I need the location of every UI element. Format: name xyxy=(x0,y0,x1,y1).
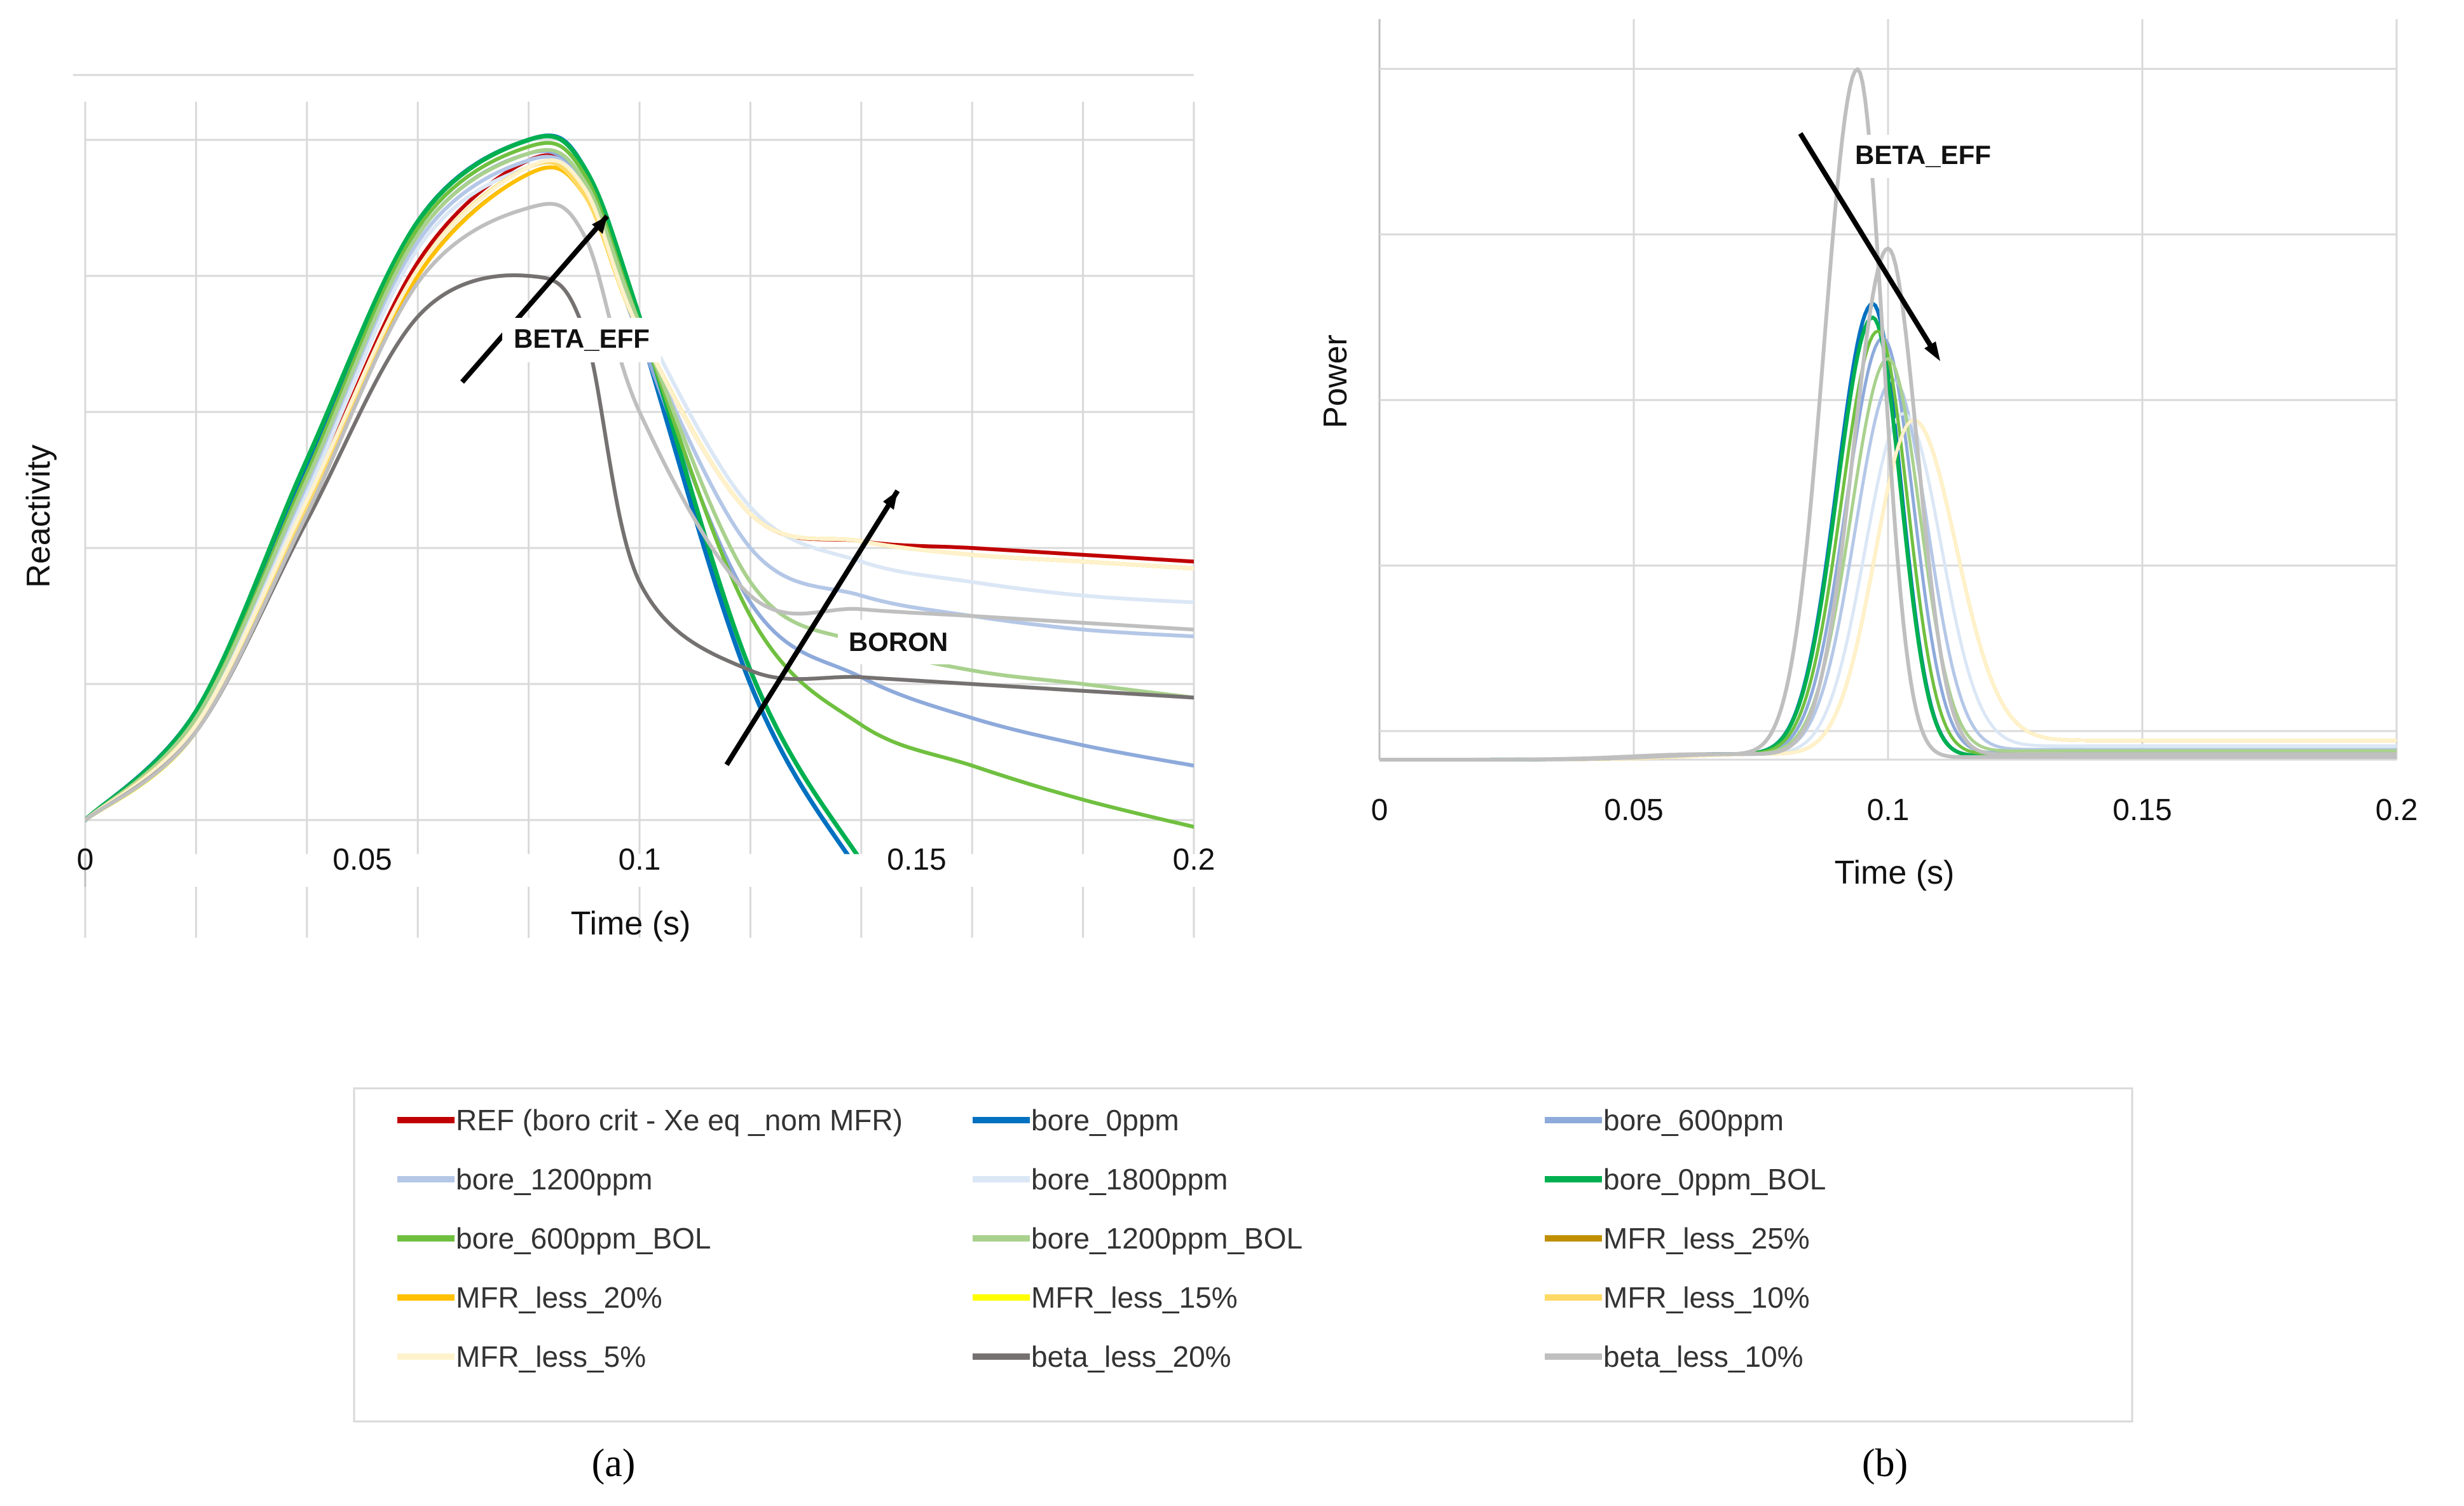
legend-entry-label: bore_600ppm_BOL xyxy=(456,1222,711,1255)
legend-entry-label: bore_0ppm_BOL xyxy=(1603,1163,1826,1196)
chart-b-x-ticks: 0 0.05 0.1 0.15 0.2 xyxy=(1371,793,2418,827)
chart-a-beta-annotation: BETA_EFF xyxy=(514,324,650,353)
chart-b-series xyxy=(1379,67,2397,762)
chart-b-beta-label-bg xyxy=(1847,135,1999,178)
chart-a-x-tick-label: 0.2 xyxy=(1173,843,1215,877)
legend-entry-label: MFR_less_25% xyxy=(1603,1222,1810,1255)
chart-b-x-tick-label: 0.15 xyxy=(2112,793,2172,827)
legend-box xyxy=(353,1087,2133,1423)
chart-a-boron-annotation: BORON xyxy=(849,627,948,657)
chart-a-x-tick-label: 0.15 xyxy=(887,843,946,877)
chart-b-beta-annotation: BETA_EFF xyxy=(1855,140,1991,170)
legend-entry-label: bore_1200ppm xyxy=(456,1163,652,1196)
chart-a-series-line xyxy=(85,202,1194,822)
panel-label-a: (a) xyxy=(592,1442,636,1485)
legend-entry-label: MFR_less_10% xyxy=(1603,1281,1810,1314)
chart-a-beta-arrow-shaft xyxy=(460,214,610,384)
legend-entry-label: MFR_less_5% xyxy=(456,1340,646,1373)
chart-a-x-tick-label: 0.1 xyxy=(619,843,661,877)
legend-entry-label: MFR_less_20% xyxy=(456,1281,662,1314)
legend-entry-label: bore_600ppm xyxy=(1603,1104,1784,1137)
chart-b-beta-arrow-head xyxy=(1924,341,1940,361)
chart-a-x-axis-label: Time (s) xyxy=(571,905,691,942)
legend-entry-label: bore_1800ppm xyxy=(1031,1163,1228,1196)
legend-entry-label: beta_less_10% xyxy=(1603,1340,1804,1373)
legend-entry-label: bore_1200ppm_BOL xyxy=(1031,1222,1303,1255)
chart-b-x-tick-label: 0 xyxy=(1371,793,1388,827)
chart-a-boron-arrow-head xyxy=(883,491,898,510)
legend: REF (boro crit - Xe eq _nom MFR) bore_0pp… xyxy=(353,1087,2133,1423)
chart-b-x-axis-label: Time (s) xyxy=(1835,854,1955,891)
chart-a-y-axis-label: Reactivity xyxy=(20,444,57,587)
chart-a-series-line xyxy=(85,147,1194,822)
panel-label-b: (b) xyxy=(1862,1442,1908,1485)
chart-a-boron-label-bg xyxy=(838,620,959,664)
chart-a-x-tick-label: 0 xyxy=(77,843,94,877)
legend-entry-label: REF (boro crit - Xe eq _nom MFR) xyxy=(456,1104,903,1137)
legend-items: REF (boro crit - Xe eq _nom MFR) bore_0pp… xyxy=(397,1104,1826,1373)
chart-b-x-tick-label: 0.2 xyxy=(2376,793,2418,827)
chart-b-y-axis-label: Power xyxy=(1317,334,1354,428)
chart-a-x-tick-label: 0.05 xyxy=(332,843,392,877)
chart-b-beta-arrow-shaft xyxy=(1798,132,1936,353)
chart-a-x-ticks: 0 0.05 0.1 0.15 0.2 xyxy=(77,843,1215,877)
chart-a-boron-arrow-shaft xyxy=(724,489,900,767)
chart-a-series-line xyxy=(85,133,859,854)
legend-entry-label: MFR_less_15% xyxy=(1031,1281,1238,1314)
chart-a-beta-label-bg xyxy=(502,318,661,362)
chart-b-x-tick-label: 0.1 xyxy=(1867,793,1910,827)
chart-b: 0 0.05 0.1 0.15 0.2 Time (s) Power BETA_EFF xyxy=(1317,19,2418,891)
chart-a-series-line xyxy=(85,140,1194,829)
chart-b-series-line xyxy=(1379,246,2397,762)
chart-a-beta-arrow-head xyxy=(592,216,607,234)
chart-a-series xyxy=(85,133,1194,854)
chart-b-x-tick-label: 0.05 xyxy=(1604,793,1663,827)
legend-entry-label: beta_less_20% xyxy=(1031,1340,1231,1373)
chart-a: 0 0.05 0.1 0.15 0.2 Time (s) Reactivity BETA… xyxy=(20,74,1215,942)
legend-entry-label: bore_0ppm xyxy=(1031,1104,1179,1137)
chart-a-series-line xyxy=(85,158,1194,822)
